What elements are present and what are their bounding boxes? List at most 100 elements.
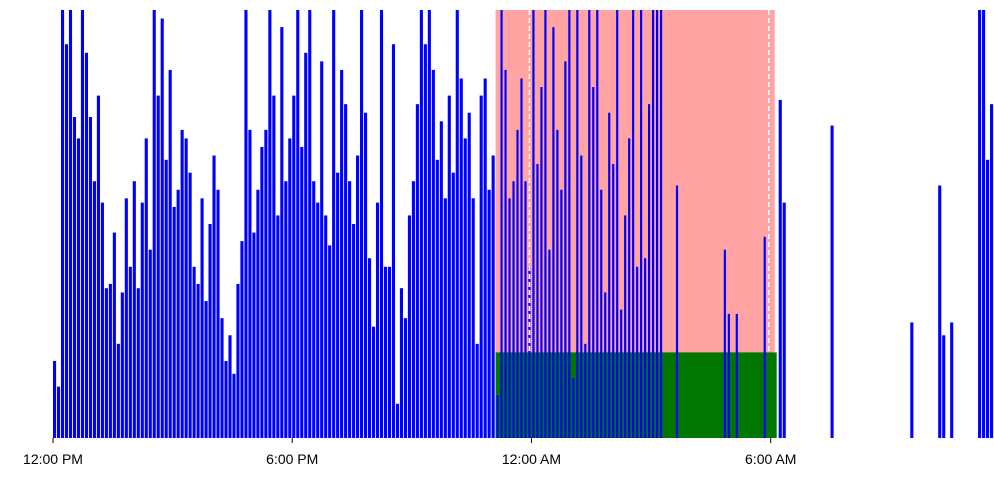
activity-bar — [419, 10, 423, 438]
activity-bar — [540, 87, 543, 438]
activity-bar — [644, 258, 647, 438]
activity-bar — [723, 249, 726, 438]
activity-bar — [443, 198, 447, 438]
activity-bar — [100, 202, 104, 438]
activity-bar — [80, 10, 85, 438]
activity-bar — [483, 78, 487, 438]
activity-bar — [268, 10, 272, 438]
activity-bar — [938, 185, 942, 438]
activity-bar — [124, 198, 128, 438]
activity-bar — [324, 215, 328, 438]
activity-bar — [516, 129, 519, 438]
activity-bar — [252, 232, 256, 438]
activity-bar — [316, 202, 320, 438]
activity-bar — [136, 288, 140, 438]
activity-bar — [244, 10, 248, 438]
activity-bar — [451, 172, 455, 438]
activity-bar — [512, 181, 515, 438]
activity-bar — [620, 309, 623, 438]
activity-bar — [910, 322, 914, 438]
activity-bar — [427, 10, 431, 438]
activity-bar — [423, 44, 427, 439]
activity-bar — [942, 335, 946, 438]
activity-bar — [224, 360, 228, 438]
activity-bar — [60, 10, 65, 438]
activity-bar — [990, 104, 994, 438]
activity-bar — [53, 360, 57, 438]
activity-bar — [260, 146, 264, 438]
activity-bar — [76, 138, 81, 438]
activity-bar — [371, 326, 376, 438]
activity-bar — [308, 10, 312, 438]
activity-bar — [588, 10, 591, 438]
activity-bar — [782, 202, 786, 438]
activity-bar — [88, 117, 92, 438]
activity-bar — [608, 112, 611, 438]
activity-bar — [292, 95, 296, 438]
activity-bar — [116, 343, 120, 438]
activity-bar — [312, 181, 316, 438]
activity-bar — [320, 61, 324, 439]
activity-bars-layer — [53, 10, 994, 439]
activity-bar — [727, 313, 730, 438]
activity-bar — [532, 10, 535, 438]
activity-bar — [144, 138, 148, 438]
activity-bar — [352, 224, 356, 438]
activity-bar — [548, 249, 551, 438]
activity-bar — [524, 181, 527, 438]
activity-bar — [628, 138, 631, 438]
activity-bar — [164, 159, 168, 439]
activity-bar — [500, 10, 503, 438]
activity-bar — [552, 27, 555, 439]
activity-bar — [356, 155, 360, 438]
activity-bar — [640, 10, 643, 438]
activity-bar — [520, 78, 523, 438]
activity-bar — [407, 215, 411, 438]
activity-bar — [84, 52, 89, 439]
activity-bar — [304, 52, 308, 439]
activity-bar — [296, 10, 300, 438]
activity-bar — [491, 155, 495, 438]
activity-bar — [596, 10, 599, 438]
activity-bar — [560, 189, 563, 438]
activity-bar — [399, 288, 403, 438]
activity-bar — [431, 69, 435, 439]
activity-bar — [344, 104, 348, 438]
x-tick-label: 12:00 PM — [23, 451, 83, 467]
activity-bar — [248, 129, 252, 438]
activity-bar — [375, 202, 380, 438]
activity-bar — [735, 313, 738, 438]
activity-bar — [544, 10, 547, 438]
activity-bar — [584, 343, 587, 438]
activity-bar — [284, 181, 288, 438]
x-axis: 12:00 PM 6:00 PM 12:00 AM 6:00 AM — [23, 438, 796, 467]
activity-bar — [604, 292, 607, 438]
marker-lines-layer — [528, 10, 770, 353]
activity-bar — [572, 378, 575, 438]
activity-bar — [240, 241, 244, 438]
activity-bar — [778, 99, 782, 438]
activity-bar — [288, 138, 292, 438]
activity-bar — [950, 322, 954, 438]
activity-bar — [612, 164, 615, 438]
activity-bar — [471, 198, 475, 438]
activity-bar — [655, 10, 659, 438]
activity-bar — [479, 95, 483, 438]
activity-bar — [272, 95, 276, 438]
activity-bar — [128, 266, 132, 438]
activity-bar — [391, 44, 396, 439]
activity-bar — [455, 10, 459, 438]
activity-bar — [616, 10, 619, 438]
activity-bar — [508, 198, 511, 438]
activity-bar — [172, 206, 176, 438]
activity-bar — [632, 10, 635, 438]
activity-bar — [982, 10, 986, 438]
activity-bar — [459, 78, 463, 438]
activity-bar — [92, 181, 96, 438]
activity-bar — [536, 164, 539, 438]
activity-bar — [160, 18, 164, 439]
activity-bar — [368, 258, 372, 438]
activity-bar — [600, 189, 603, 438]
